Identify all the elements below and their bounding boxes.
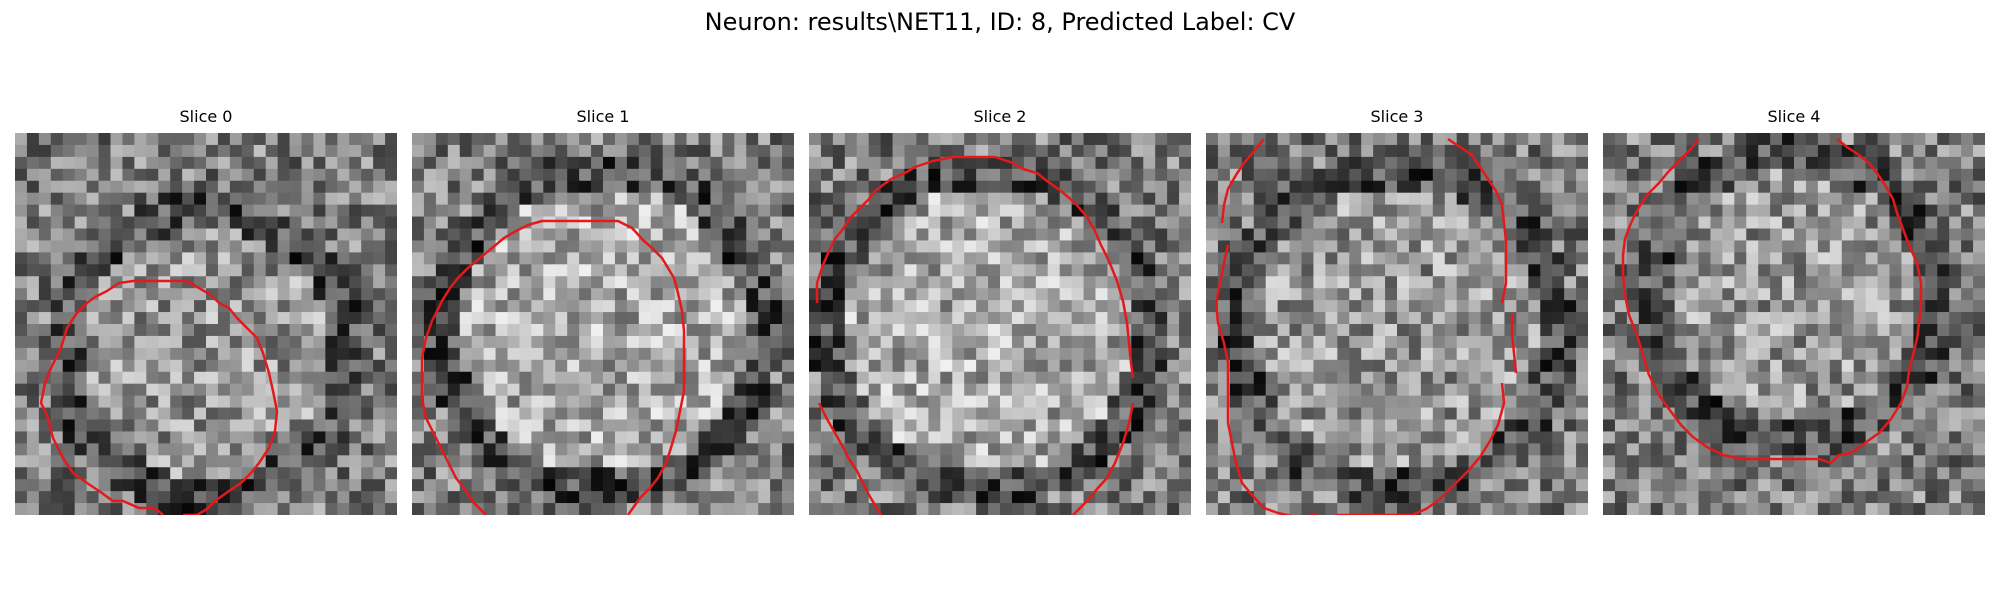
slice-image-0 (15, 133, 397, 515)
slice-image-4 (1603, 133, 1985, 515)
pixel-grid (412, 133, 794, 515)
contour-line-3 (1447, 137, 1508, 304)
slice-image-3 (1206, 133, 1588, 515)
slice-panel-4: Slice 4 (1603, 107, 1985, 515)
slice-title-3: Slice 3 (1370, 107, 1424, 126)
contour-line-0 (420, 219, 686, 515)
contour-line-0 (1214, 244, 1318, 515)
contour-line-2 (1220, 138, 1265, 224)
slice-panel-2: Slice 2 (809, 107, 1191, 515)
slice-panel-1: Slice 1 (412, 107, 794, 515)
slice-image-1 (412, 133, 794, 515)
pixel-grid (1206, 133, 1588, 515)
pixel-grid (15, 133, 397, 515)
contour-line-2 (1072, 402, 1135, 515)
figure-title: Neuron: results\NET11, ID: 8, Predicted … (704, 8, 1296, 36)
slice-image-2 (809, 133, 1191, 515)
slice-title-1: Slice 1 (576, 107, 630, 126)
slice-panel-3: Slice 3 (1206, 107, 1588, 515)
contour-line-1 (815, 155, 1135, 379)
slice-title-0: Slice 0 (179, 107, 233, 126)
pixel-grid (1603, 133, 1985, 515)
contour-line-1 (1336, 382, 1506, 515)
contour-line-0 (1621, 138, 1923, 465)
slice-panel-0: Slice 0 (15, 107, 397, 515)
pixel-grid (809, 133, 1191, 515)
contour-line-0 (817, 402, 883, 515)
slice-title-2: Slice 2 (973, 107, 1027, 126)
contour-line-4 (1510, 313, 1518, 374)
slice-title-4: Slice 4 (1767, 107, 1821, 126)
contour-line-0 (39, 279, 279, 515)
